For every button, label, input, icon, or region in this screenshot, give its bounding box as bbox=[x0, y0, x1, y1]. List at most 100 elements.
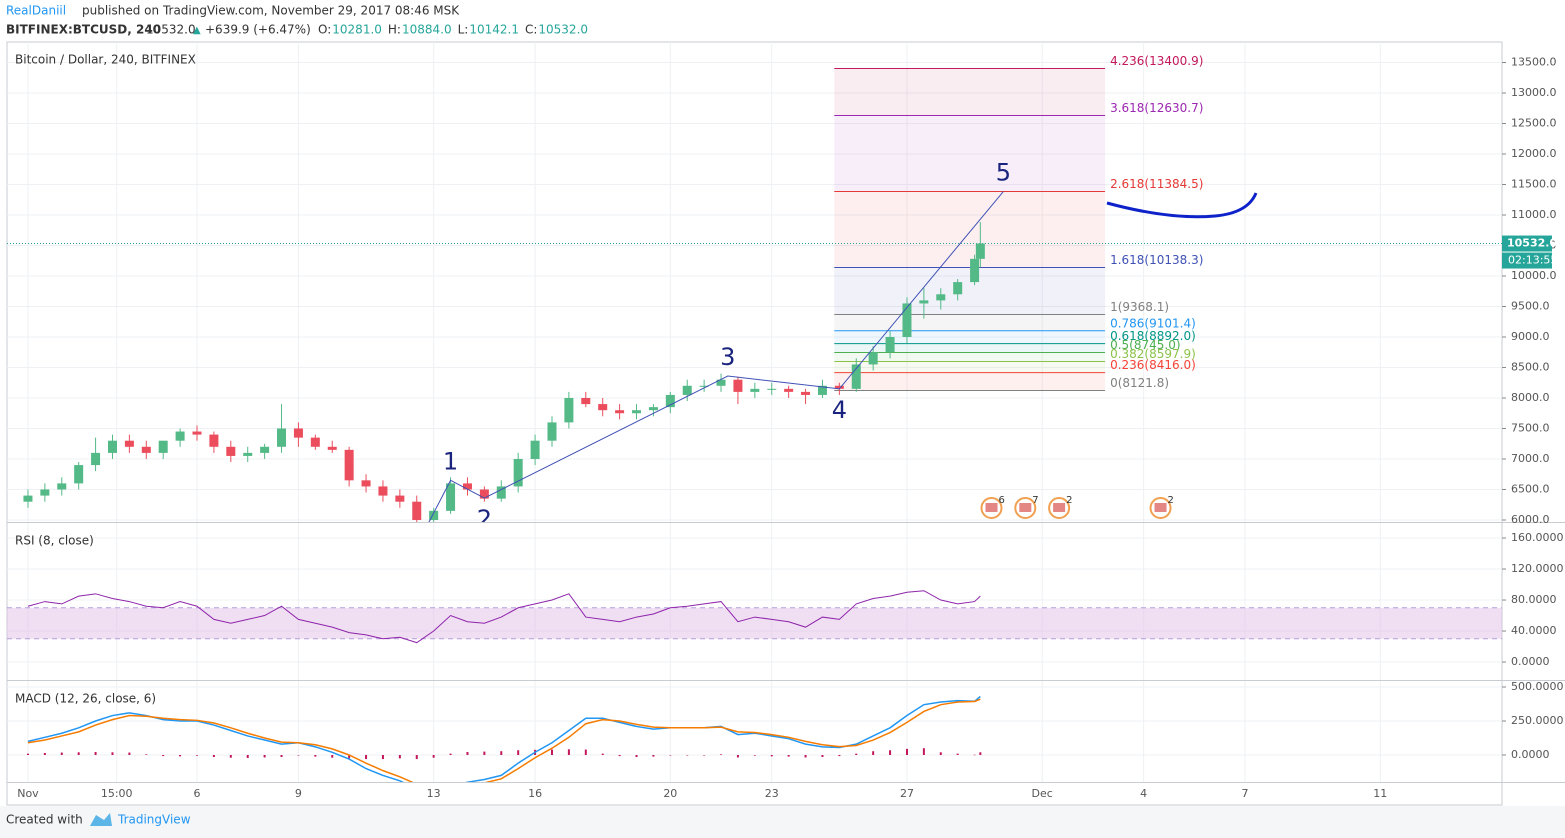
macd-hist bbox=[753, 754, 756, 756]
macd-hist bbox=[60, 752, 63, 755]
x-tick-label: 13 bbox=[427, 787, 441, 800]
candle-body bbox=[327, 446, 337, 450]
macd-hist bbox=[43, 752, 46, 755]
macd-hist bbox=[449, 753, 452, 755]
fib-zone bbox=[834, 352, 1106, 362]
last-price-box bbox=[1502, 235, 1552, 252]
event-flag bbox=[1053, 503, 1066, 512]
x-tick-label: 23 bbox=[765, 787, 779, 800]
macd-hist bbox=[652, 754, 655, 757]
y-tick-label: 250.0000 bbox=[1511, 714, 1564, 727]
macd-hist bbox=[686, 754, 689, 756]
candle-body bbox=[851, 364, 861, 389]
ohlc-value: 10884.0 bbox=[402, 23, 452, 37]
rsi-pane bbox=[7, 523, 1502, 680]
macd-hist bbox=[331, 754, 334, 758]
candle-body bbox=[953, 282, 963, 295]
macd-hist bbox=[838, 754, 841, 757]
fib-label: 1.618(10138.3) bbox=[1110, 253, 1203, 267]
macd-hist bbox=[432, 754, 435, 758]
footer-brand[interactable]: TradingView bbox=[117, 813, 191, 827]
freehand-curve bbox=[1106, 192, 1258, 219]
macd-hist bbox=[889, 750, 892, 755]
frame bbox=[6, 41, 1503, 806]
macd-hist bbox=[365, 754, 368, 760]
macd-hist bbox=[979, 752, 982, 755]
x-tick-label: 6 bbox=[194, 787, 201, 800]
fib-zone bbox=[834, 68, 1106, 116]
macd-hist bbox=[398, 754, 401, 759]
macd-pane bbox=[7, 681, 1502, 782]
footer-created: Created with bbox=[6, 813, 83, 827]
event-count: 6 bbox=[998, 495, 1004, 506]
candle-body bbox=[598, 404, 608, 411]
change: +639.9 (+6.47%) bbox=[205, 23, 311, 37]
y-tick-label: 0.0000 bbox=[1511, 655, 1550, 668]
candle-body bbox=[209, 434, 219, 447]
fib-zone bbox=[834, 314, 1106, 331]
candle-body bbox=[107, 440, 117, 453]
candle-body bbox=[716, 379, 726, 386]
pane-title: MACD (12, 26, close, 6) bbox=[15, 692, 156, 706]
macd-hist bbox=[804, 754, 807, 758]
x-tick-label: Dec bbox=[1032, 787, 1053, 800]
macd-hist bbox=[111, 752, 114, 755]
candle-body bbox=[750, 388, 760, 392]
macd-hist bbox=[212, 754, 215, 758]
fib-zone bbox=[834, 343, 1106, 353]
candle-body bbox=[970, 258, 980, 283]
macd-hist bbox=[939, 752, 942, 755]
axes: Nov 15:00 6 9 13 16 20 23 27 Dec 4 7 116000.06500.07… bbox=[15, 53, 1564, 801]
candle-body bbox=[378, 486, 388, 496]
fib-label: 0.618(8892.0) bbox=[1110, 329, 1196, 343]
macd-hist bbox=[956, 753, 959, 755]
fib-label: 3.618(12630.7) bbox=[1110, 101, 1203, 115]
event-flag bbox=[985, 503, 998, 512]
candle-body bbox=[547, 422, 557, 441]
fib-label: 4.236(13400.9) bbox=[1110, 54, 1203, 68]
macd-hist bbox=[280, 754, 283, 758]
logo bbox=[90, 813, 112, 826]
fib-label: 0.786(9101.4) bbox=[1110, 316, 1196, 330]
macd-hist bbox=[550, 749, 553, 755]
macd-hist bbox=[787, 754, 790, 757]
candle-body bbox=[192, 431, 202, 435]
macd-hist bbox=[162, 754, 165, 757]
y-tick-label: 9500.0 bbox=[1511, 299, 1550, 312]
candle-body bbox=[344, 449, 354, 481]
y-tick-label: 12000.0 bbox=[1511, 147, 1557, 160]
ohlc-value: 10532.0 bbox=[538, 23, 588, 37]
macd-hist bbox=[618, 754, 621, 757]
wave-label: 3 bbox=[720, 343, 735, 371]
wave-label: 2 bbox=[477, 505, 492, 533]
event-count: 7 bbox=[1032, 495, 1038, 506]
candle-body bbox=[40, 489, 50, 496]
macd-hist bbox=[720, 754, 723, 755]
pane-title: RSI (8, close) bbox=[15, 534, 94, 548]
author[interactable]: RealDaniil bbox=[6, 4, 66, 18]
rsi-line bbox=[27, 590, 981, 644]
candle-body bbox=[395, 495, 405, 502]
ohlc-value: 10142.1 bbox=[469, 23, 519, 37]
fib-label: 1(9368.1) bbox=[1110, 300, 1169, 314]
x-tick-label: 27 bbox=[900, 787, 914, 800]
macd-hist bbox=[567, 749, 570, 755]
y-tick-label: 7500.0 bbox=[1511, 421, 1550, 434]
macd-hist bbox=[381, 754, 384, 760]
macd-hist bbox=[601, 753, 604, 755]
candle-body bbox=[361, 480, 371, 487]
candle-body bbox=[243, 452, 253, 456]
macd-hist bbox=[179, 754, 182, 757]
symbol: BITFINEX:BTCUSD, 240 bbox=[6, 23, 161, 37]
macd-hist bbox=[517, 750, 520, 755]
y-tick-label: 40.0000 bbox=[1511, 624, 1557, 637]
ohlc-key: O: bbox=[318, 23, 331, 37]
x-tick-label: 7 bbox=[1242, 787, 1249, 800]
candle-body bbox=[260, 446, 270, 453]
macd-hist bbox=[145, 754, 148, 755]
y-tick-label: 11500.0 bbox=[1511, 177, 1557, 190]
candle-body bbox=[158, 440, 168, 453]
